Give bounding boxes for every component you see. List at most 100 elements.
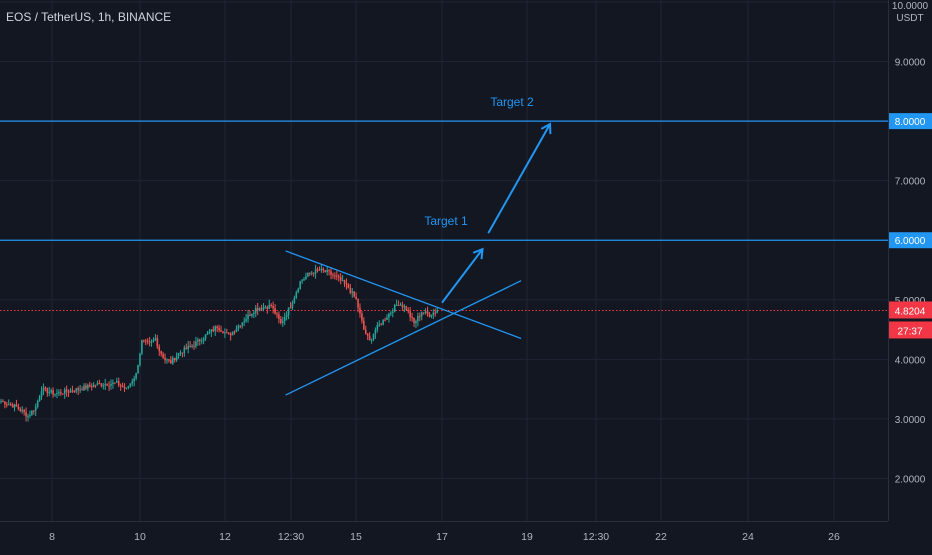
time-tick-label: 15 bbox=[350, 531, 362, 543]
candle-body bbox=[224, 332, 226, 334]
candle-body bbox=[23, 410, 25, 413]
candle-body bbox=[368, 335, 371, 341]
grid bbox=[0, 0, 888, 521]
candle-body bbox=[171, 357, 174, 364]
candle-body bbox=[237, 325, 240, 329]
candle-body bbox=[56, 393, 58, 395]
candle-body bbox=[351, 291, 354, 293]
candle-body bbox=[426, 311, 429, 314]
candle-body bbox=[258, 308, 261, 311]
candle-body bbox=[339, 276, 342, 281]
trendline[interactable] bbox=[285, 280, 522, 396]
candle-body bbox=[235, 328, 238, 332]
candle-body bbox=[135, 373, 137, 379]
candle-body bbox=[399, 304, 402, 306]
candle-body bbox=[193, 345, 195, 347]
candle-body bbox=[90, 386, 93, 388]
candle-body bbox=[162, 354, 164, 358]
candle-body bbox=[85, 385, 87, 389]
drawings[interactable] bbox=[285, 122, 552, 396]
candle-body bbox=[297, 288, 300, 293]
currency-label: USDT bbox=[896, 13, 923, 24]
candle-body bbox=[58, 392, 60, 394]
candle-body bbox=[349, 288, 352, 293]
candle-body bbox=[278, 314, 280, 319]
time-tick-label: 12:30 bbox=[278, 531, 304, 543]
candle-body bbox=[42, 387, 45, 392]
candle-body bbox=[393, 305, 396, 312]
candle-body bbox=[183, 347, 186, 354]
candle-body bbox=[21, 410, 24, 412]
candle-body bbox=[96, 383, 99, 386]
price-tick-label: 9.0000 bbox=[895, 58, 926, 69]
candle-body bbox=[361, 313, 363, 321]
candle-body bbox=[243, 321, 245, 323]
candle-body bbox=[189, 346, 191, 348]
candle-body bbox=[173, 357, 176, 361]
candle-body bbox=[324, 270, 327, 272]
price-badges: 6.0000 8.0000 4.8204 27:37 bbox=[889, 113, 932, 339]
current-price-badge bbox=[889, 301, 932, 319]
candle-body bbox=[119, 385, 122, 387]
candle-body bbox=[168, 359, 170, 361]
candle-body bbox=[436, 310, 438, 313]
candle-body bbox=[46, 388, 49, 393]
candle-body bbox=[322, 268, 325, 271]
candle-body bbox=[15, 404, 18, 407]
candle-body bbox=[4, 401, 6, 405]
candle-body bbox=[424, 311, 427, 313]
candle-body bbox=[291, 303, 294, 308]
trendline[interactable] bbox=[285, 250, 522, 340]
candle-body bbox=[314, 269, 317, 274]
candle-body bbox=[5, 404, 8, 406]
candle-body bbox=[222, 331, 224, 334]
candle-body bbox=[262, 307, 265, 310]
candle-body bbox=[154, 338, 157, 340]
time-axis[interactable]: 8 10 12 12:30 15 17 19 12:30 22 24 26 bbox=[49, 531, 840, 543]
candle-body bbox=[336, 275, 338, 277]
candle-body bbox=[170, 360, 172, 364]
candle-body bbox=[106, 384, 108, 386]
candle-body bbox=[218, 328, 220, 331]
arrow-line[interactable] bbox=[441, 248, 484, 304]
candle-body bbox=[312, 272, 315, 274]
price-axis[interactable]: USDT 10.0000 9.0000 7.0000 5.0000 4.0000 3.00… bbox=[892, 1, 929, 485]
candle-body bbox=[272, 305, 274, 309]
horizontal-levels[interactable] bbox=[0, 120, 888, 311]
candle-body bbox=[73, 391, 76, 393]
candle-body bbox=[388, 313, 390, 318]
price-tick-label: 7.0000 bbox=[895, 177, 926, 188]
candle-body bbox=[116, 380, 118, 383]
candle-body bbox=[411, 317, 413, 319]
candle-body bbox=[422, 312, 425, 314]
candle-body bbox=[60, 392, 62, 394]
candle-body bbox=[355, 296, 357, 300]
candle-body bbox=[83, 385, 85, 391]
candle-body bbox=[102, 385, 105, 387]
candle-body bbox=[212, 329, 215, 331]
candle-body bbox=[417, 316, 419, 322]
candle-body bbox=[359, 307, 361, 314]
candle-body bbox=[131, 381, 134, 384]
arrow-line[interactable] bbox=[487, 123, 551, 234]
candle-body bbox=[127, 386, 130, 388]
price-tick-label: 10.0000 bbox=[892, 1, 929, 12]
candle-body bbox=[98, 383, 101, 385]
candle-body bbox=[114, 382, 116, 384]
candle-body bbox=[158, 346, 161, 352]
candle-body bbox=[0, 401, 2, 403]
level-price-label: 6.0000 bbox=[895, 236, 926, 247]
symbol-title[interactable]: EOS / TetherUS, 1h, BINANCE bbox=[6, 10, 172, 24]
candle-body bbox=[334, 275, 336, 277]
candle-body bbox=[384, 319, 386, 321]
candle-body bbox=[175, 356, 178, 361]
candle-body bbox=[343, 280, 346, 284]
candle-body bbox=[40, 391, 43, 397]
candle-body bbox=[208, 331, 211, 334]
candle-body bbox=[330, 271, 332, 275]
candle-body bbox=[378, 324, 381, 326]
candle-body bbox=[380, 324, 383, 326]
